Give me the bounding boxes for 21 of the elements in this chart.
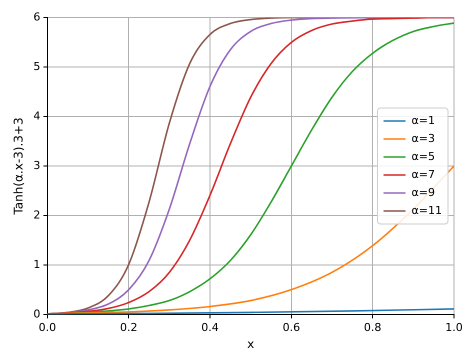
x-tick-label: 0.6 xyxy=(282,320,300,334)
legend-label: α=5 xyxy=(412,150,436,163)
y-axis-title: Tanh(α.x-3).3+3 xyxy=(11,117,26,216)
legend-label: α=9 xyxy=(412,186,436,199)
legend-label: α=3 xyxy=(412,132,436,145)
legend-label: α=1 xyxy=(412,114,436,127)
y-tick-label: 3 xyxy=(33,158,40,172)
y-tick-label: 2 xyxy=(33,208,40,222)
legend-label: α=7 xyxy=(412,168,436,181)
y-tick-label: 4 xyxy=(33,109,40,122)
y-tick-label: 1 xyxy=(33,258,40,271)
y-tick-label: 5 xyxy=(33,60,40,73)
x-tick-label: 0.4 xyxy=(201,320,219,334)
y-tick-label: 0 xyxy=(33,307,40,320)
legend-label: α=11 xyxy=(412,204,442,217)
x-tick-label: 0.2 xyxy=(120,320,138,334)
x-tick-label: 0.0 xyxy=(38,320,56,334)
y-tick-label: 6 xyxy=(33,10,40,24)
x-axis-title: x xyxy=(247,336,254,351)
x-tick-label: 0.8 xyxy=(364,320,382,334)
x-tick-label: 1.0 xyxy=(445,320,463,334)
